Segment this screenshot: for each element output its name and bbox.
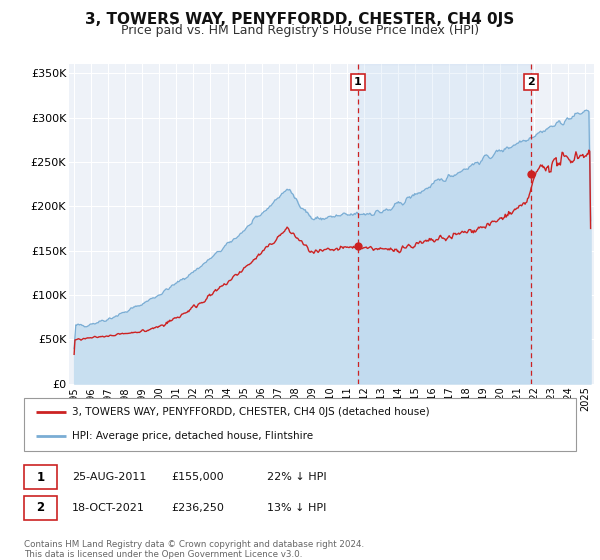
Text: 13% ↓ HPI: 13% ↓ HPI xyxy=(267,503,326,513)
Text: 1: 1 xyxy=(37,470,44,484)
Text: £155,000: £155,000 xyxy=(171,472,224,482)
Text: 25-AUG-2011: 25-AUG-2011 xyxy=(72,472,146,482)
Text: This data is licensed under the Open Government Licence v3.0.: This data is licensed under the Open Gov… xyxy=(24,550,302,559)
Text: £236,250: £236,250 xyxy=(171,503,224,513)
Text: 22% ↓ HPI: 22% ↓ HPI xyxy=(267,472,326,482)
Text: 2: 2 xyxy=(37,501,44,515)
Text: 18-OCT-2021: 18-OCT-2021 xyxy=(72,503,145,513)
Text: 3, TOWERS WAY, PENYFFORDD, CHESTER, CH4 0JS: 3, TOWERS WAY, PENYFFORDD, CHESTER, CH4 … xyxy=(85,12,515,27)
Text: Price paid vs. HM Land Registry's House Price Index (HPI): Price paid vs. HM Land Registry's House … xyxy=(121,24,479,37)
Bar xyxy=(358,64,531,384)
Text: 1: 1 xyxy=(354,77,362,87)
Text: 2: 2 xyxy=(527,77,535,87)
Text: 3, TOWERS WAY, PENYFFORDD, CHESTER, CH4 0JS (detached house): 3, TOWERS WAY, PENYFFORDD, CHESTER, CH4 … xyxy=(72,408,430,418)
Text: Contains HM Land Registry data © Crown copyright and database right 2024.: Contains HM Land Registry data © Crown c… xyxy=(24,540,364,549)
Text: HPI: Average price, detached house, Flintshire: HPI: Average price, detached house, Flin… xyxy=(72,431,313,441)
